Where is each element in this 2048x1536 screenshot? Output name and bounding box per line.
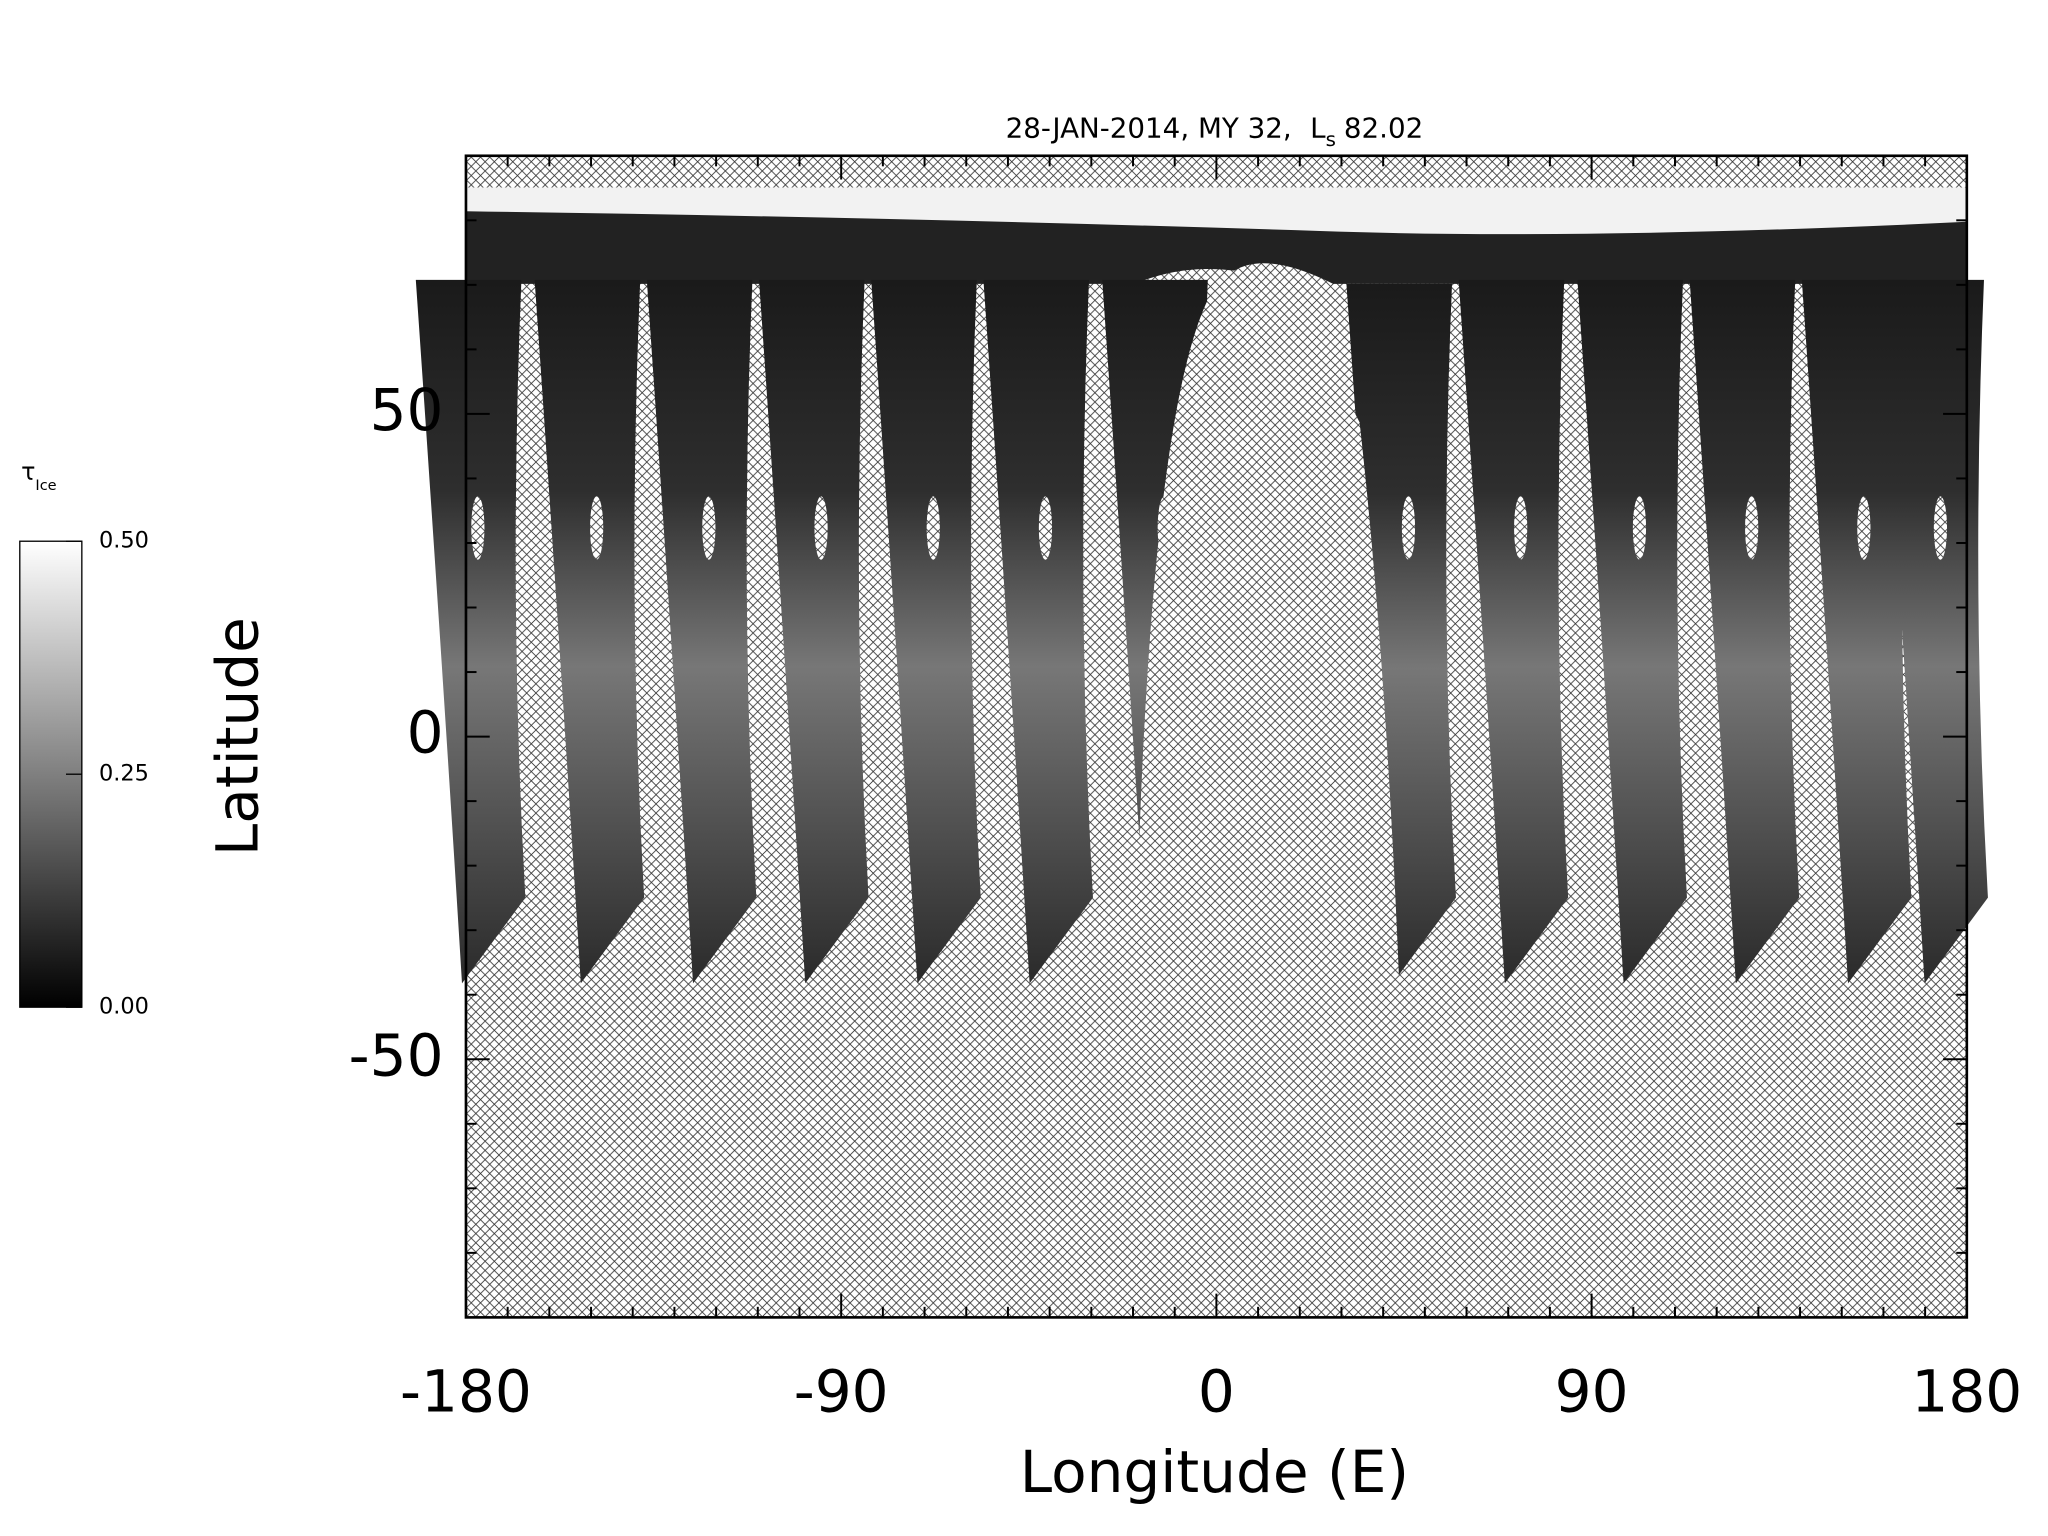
swath bbox=[1878, 279, 1988, 984]
chart-title: 28-JAN-2014, MY 32, Ls 82.02 bbox=[1006, 111, 1424, 150]
y-tick-label: 0 bbox=[407, 699, 444, 767]
colorbar-tick-label: 0.25 bbox=[99, 761, 149, 787]
y-tick-label: 50 bbox=[370, 376, 444, 444]
plot-area bbox=[415, 155, 1988, 1318]
swath bbox=[983, 279, 1093, 984]
swath-gap bbox=[1514, 496, 1528, 560]
title-symbol: L bbox=[1310, 111, 1326, 144]
swath bbox=[1577, 279, 1687, 984]
swath-gap bbox=[702, 496, 716, 560]
x-axis-label: Longitude (E) bbox=[1020, 1438, 1409, 1506]
x-tick-label: 0 bbox=[1198, 1357, 1235, 1425]
swath bbox=[871, 279, 981, 984]
swath bbox=[1801, 279, 1912, 984]
y-axis-label: Latitude bbox=[204, 617, 272, 856]
title-subscript: s bbox=[1326, 127, 1336, 150]
swath-gap bbox=[590, 496, 604, 560]
swath-gap bbox=[1857, 496, 1871, 560]
x-tick-label: 180 bbox=[1911, 1357, 2022, 1425]
swath-gap bbox=[471, 496, 485, 560]
colorbar-tick-label: 0.50 bbox=[99, 528, 149, 554]
swath bbox=[646, 279, 757, 984]
colorbar-label: τIce bbox=[21, 457, 57, 494]
polar-cap bbox=[465, 187, 1967, 235]
swath bbox=[415, 279, 526, 984]
swath-gap bbox=[1933, 496, 1948, 560]
no-data-dome bbox=[1135, 270, 1400, 984]
swath-gap bbox=[1745, 496, 1759, 560]
title-text: 28-JAN-2014, MY 32, bbox=[1006, 111, 1292, 144]
colorbar-subscript: Ice bbox=[35, 478, 56, 494]
swath bbox=[534, 279, 645, 984]
colorbar-tick-label: 0.00 bbox=[99, 994, 149, 1020]
swath-gap bbox=[814, 496, 828, 560]
swath-gap bbox=[1632, 496, 1647, 560]
x-tick-label: -90 bbox=[794, 1357, 889, 1425]
title-value: 82.02 bbox=[1344, 111, 1423, 144]
y-tick-label: -50 bbox=[349, 1021, 444, 1089]
colorbar-symbol: τ bbox=[21, 457, 35, 485]
swath-gap bbox=[1038, 496, 1053, 560]
swath-gap bbox=[1401, 496, 1416, 560]
swath bbox=[1346, 283, 1456, 984]
x-tick-label: -180 bbox=[400, 1357, 532, 1425]
swaths bbox=[415, 270, 1988, 984]
x-tick-label: 90 bbox=[1555, 1357, 1629, 1425]
swath bbox=[759, 279, 869, 984]
swath bbox=[1689, 279, 1800, 984]
swath-gap bbox=[926, 496, 940, 560]
swath bbox=[1458, 279, 1569, 984]
